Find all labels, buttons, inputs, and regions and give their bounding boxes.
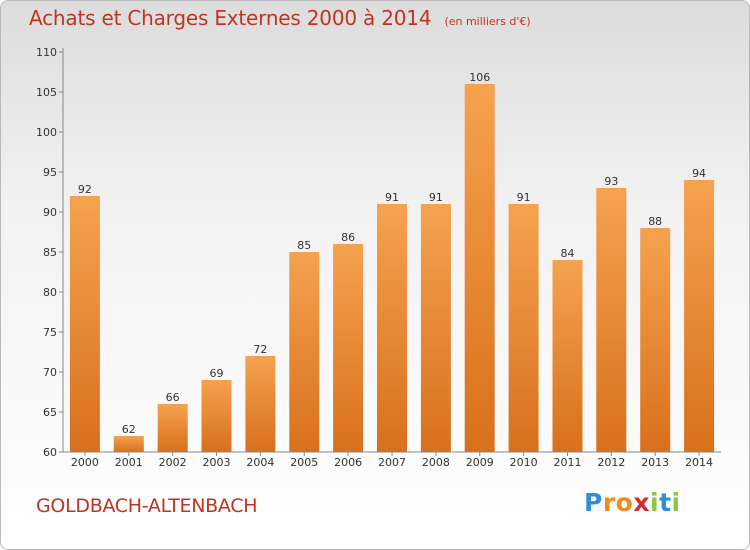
- logo-letter: t: [659, 488, 672, 517]
- y-tick-label: 80: [43, 286, 57, 299]
- chart-bars: [69, 84, 715, 452]
- bar-2013: [640, 228, 671, 452]
- logo-letter: P: [584, 488, 603, 517]
- logo-letter: r: [602, 488, 616, 517]
- x-tick-label: 2001: [115, 456, 143, 469]
- bar-2002: [157, 404, 188, 452]
- bar-2008: [420, 204, 451, 452]
- x-tick-label: 2003: [203, 456, 231, 469]
- bar-2010: [508, 204, 539, 452]
- data-label: 94: [692, 167, 706, 180]
- chart-subtitle: (en milliers d'€): [444, 15, 531, 28]
- data-label: 84: [560, 247, 574, 260]
- y-tick-label: 75: [43, 326, 57, 339]
- data-label: 62: [122, 423, 136, 436]
- y-tick-label: 95: [43, 166, 57, 179]
- bar-2009: [464, 84, 495, 452]
- y-tick-label: 65: [43, 406, 57, 419]
- data-label: 85: [297, 239, 311, 252]
- data-label: 91: [429, 191, 443, 204]
- bar-2005: [289, 252, 320, 452]
- commune-name: GOLDBACH-ALTENBACH: [36, 495, 258, 517]
- y-tick-label: 60: [43, 446, 57, 459]
- bar-2006: [333, 244, 364, 452]
- data-label: 106: [469, 71, 490, 84]
- bar-2012: [596, 188, 627, 452]
- bar-2014: [684, 180, 715, 452]
- bar-2011: [552, 260, 583, 452]
- bar-2004: [245, 356, 276, 452]
- data-label: 92: [78, 183, 92, 196]
- bar-2000: [69, 196, 100, 452]
- y-tick-label: 100: [36, 126, 57, 139]
- data-label: 86: [341, 231, 355, 244]
- y-tick-label: 110: [36, 46, 57, 59]
- chart-axes: 60 65 70 75 80 85 90 95 100 105 110: [36, 46, 721, 459]
- logo-letter: o: [615, 488, 634, 517]
- y-tick-label: 85: [43, 246, 57, 259]
- chart-labels: 2000 92 2001 62 2002 66 2003 69 2004 72 2005 85 2006…: [71, 71, 713, 469]
- y-tick-label: 70: [43, 366, 57, 379]
- x-tick-label: 2009: [466, 456, 494, 469]
- x-tick-label: 2007: [378, 456, 406, 469]
- chart-title: Achats et Charges Externes 2000 à 2014: [29, 6, 432, 30]
- x-tick-label: 2002: [159, 456, 187, 469]
- x-tick-label: 2011: [553, 456, 581, 469]
- data-label: 72: [253, 343, 267, 356]
- x-tick-label: 2004: [246, 456, 274, 469]
- x-tick-label: 2014: [685, 456, 713, 469]
- chart-title-block: Achats et Charges Externes 2000 à 2014 (…: [29, 6, 531, 30]
- data-label: 88: [648, 215, 662, 228]
- x-tick-label: 2005: [290, 456, 318, 469]
- data-label: 66: [166, 391, 180, 404]
- y-tick-label: 105: [36, 86, 57, 99]
- x-tick-label: 2012: [597, 456, 625, 469]
- logo-letter: i: [650, 488, 660, 517]
- data-label: 91: [517, 191, 531, 204]
- logo-letter: x: [633, 488, 650, 517]
- data-label: 69: [210, 367, 224, 380]
- bar-2003: [201, 380, 232, 452]
- x-tick-label: 2008: [422, 456, 450, 469]
- y-tick-label: 90: [43, 206, 57, 219]
- proxiti-logo: Proxiti: [584, 488, 681, 517]
- bar-2001: [113, 436, 144, 452]
- x-tick-label: 2000: [71, 456, 99, 469]
- data-label: 93: [604, 175, 618, 188]
- x-tick-label: 2010: [510, 456, 538, 469]
- bar-2007: [377, 204, 407, 452]
- data-label: 91: [385, 191, 399, 204]
- x-tick-label: 2006: [334, 456, 362, 469]
- x-tick-label: 2013: [641, 456, 669, 469]
- logo-letter: i: [671, 488, 681, 517]
